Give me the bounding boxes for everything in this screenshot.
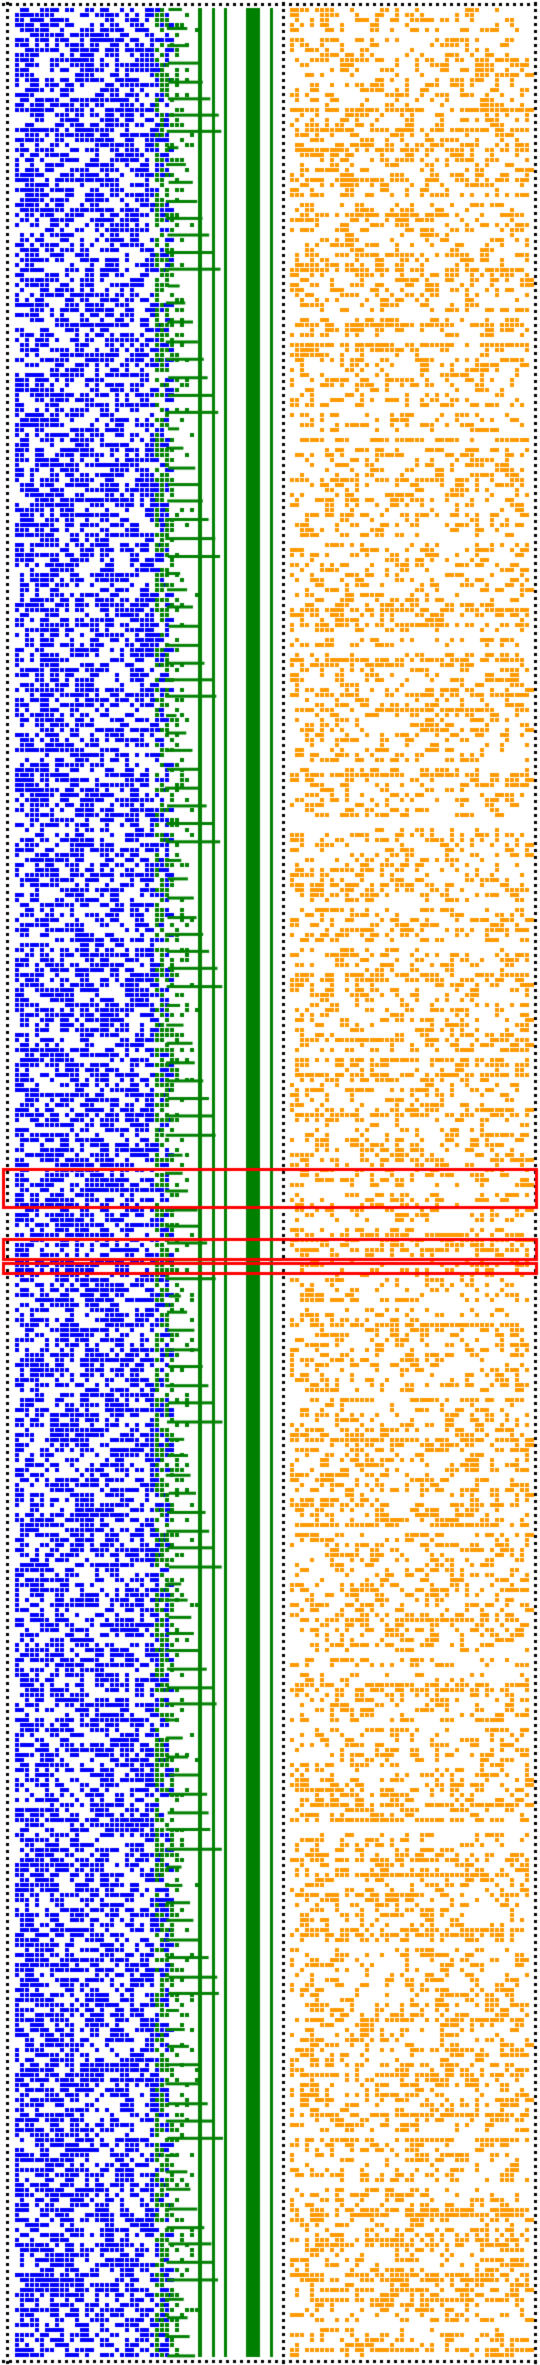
memory-visualization-canvas: [0, 0, 540, 2365]
